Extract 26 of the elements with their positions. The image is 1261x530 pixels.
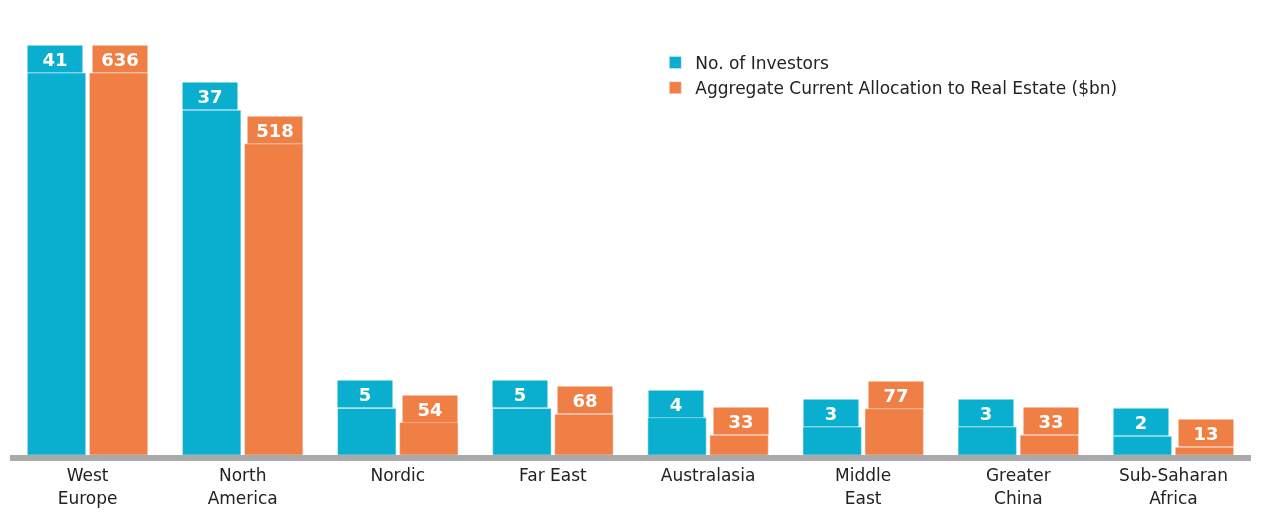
data-label: 54	[417, 398, 443, 420]
x-tick-label: Greater China	[985, 465, 1051, 508]
data-label: 2	[1134, 411, 1148, 433]
x-tick-label: West Europe	[57, 465, 118, 508]
legend-label: No. of Investors	[695, 53, 829, 74]
data-label: 3	[979, 402, 993, 424]
data-label: 33	[1038, 410, 1064, 432]
x-tick-label: Far East	[519, 465, 588, 486]
data-label: 33	[728, 410, 754, 432]
data-label: 636	[101, 48, 139, 70]
data-label: 518	[256, 119, 294, 141]
data-label: 5	[358, 383, 372, 405]
x-tick-label: Nordic	[370, 465, 426, 486]
data-label: 13	[1193, 422, 1219, 444]
x-tick-label: Middle East	[835, 465, 892, 508]
data-label: 37	[197, 85, 223, 107]
legend-label: Aggregate Current Allocation to Real Estate ($bn)	[695, 78, 1118, 99]
data-label: 41	[42, 48, 68, 70]
data-label: 5	[513, 383, 527, 405]
x-tick-label: Australasia	[660, 465, 756, 486]
data-label: 3	[824, 402, 838, 424]
data-label: 4	[669, 393, 683, 415]
x-tick-label: North America	[207, 465, 278, 508]
data-label: 68	[572, 389, 598, 411]
x-tick-label: Sub-Saharan Africa	[1118, 465, 1228, 508]
data-label: 77	[883, 384, 909, 406]
